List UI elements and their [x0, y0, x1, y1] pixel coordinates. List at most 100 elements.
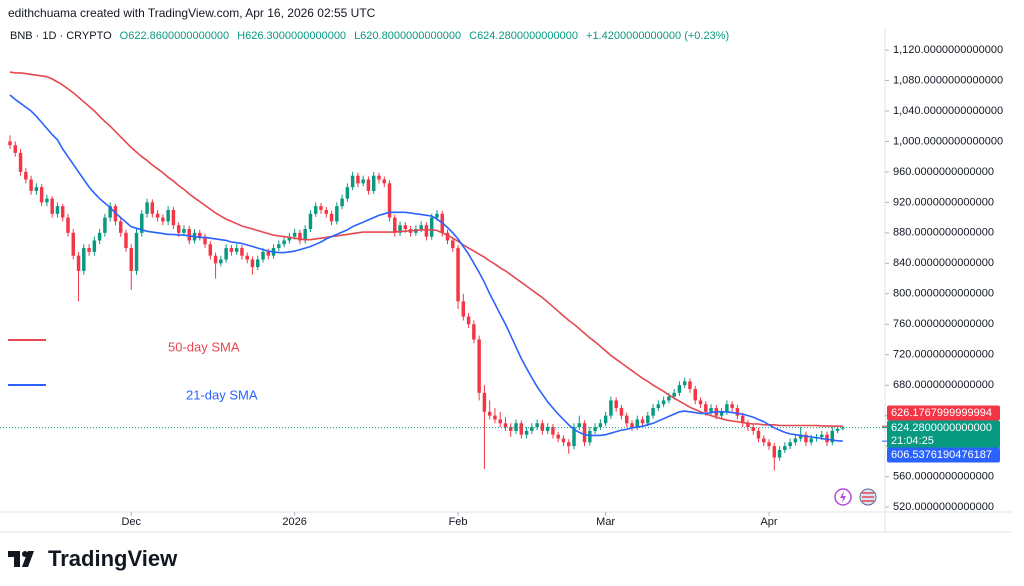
- candle-body: [651, 408, 655, 416]
- candle-body: [371, 175, 376, 191]
- candle-body: [793, 438, 798, 443]
- price-tag: [887, 447, 1000, 463]
- candle-body: [635, 419, 640, 428]
- candle-body: [545, 427, 550, 431]
- candle-body: [740, 415, 745, 424]
- price-tag-label: 606.5376190476187: [891, 449, 992, 461]
- candle-body: [303, 229, 307, 241]
- x-tick-label: Feb: [449, 516, 468, 528]
- candle-body: [535, 423, 539, 428]
- candle-body: [403, 225, 408, 230]
- candle-body: [219, 259, 223, 264]
- candle-body: [176, 225, 181, 233]
- candle-body: [841, 427, 845, 429]
- candle-body: [103, 217, 107, 233]
- open-label: O622.8600000000000: [119, 30, 230, 42]
- candle-body: [577, 423, 582, 428]
- candle-body: [704, 404, 708, 412]
- candle-body: [171, 209, 176, 226]
- candle-body: [198, 232, 202, 237]
- candle-body: [466, 316, 471, 325]
- candle-body: [682, 381, 687, 386]
- candle-body: [261, 251, 265, 260]
- candle-body: [783, 446, 787, 450]
- price-tag: [887, 420, 1000, 449]
- candle-body: [767, 442, 771, 447]
- y-tick-label: 560.0000000000000: [893, 470, 994, 482]
- y-tick-label: 1,040.0000000000000: [893, 105, 1003, 117]
- close-label: C624.2800000000000: [469, 30, 579, 42]
- candle-body: [66, 217, 70, 233]
- candle-body: [229, 248, 234, 252]
- candle-body: [76, 255, 81, 271]
- candle-body: [55, 206, 60, 214]
- candle-body: [166, 209, 170, 222]
- candle-body: [13, 145, 18, 153]
- y-tick-label: 520.0000000000000: [893, 501, 994, 513]
- candle-body: [250, 259, 255, 268]
- candle-body: [588, 430, 592, 443]
- candle-body: [287, 236, 292, 241]
- candle-body: [677, 385, 682, 393]
- candle-body: [709, 408, 713, 412]
- candle-body: [777, 449, 782, 458]
- candle-body: [503, 423, 508, 428]
- legend-label: 21-day SMA: [186, 387, 258, 402]
- candle-body: [624, 415, 629, 424]
- candle-body: [266, 251, 271, 256]
- candle-body: [798, 434, 803, 439]
- candle-body: [762, 438, 766, 443]
- candle-body: [308, 213, 313, 230]
- x-tick-label: Mar: [596, 516, 615, 528]
- candle-body: [277, 244, 281, 249]
- candle-body: [445, 232, 450, 241]
- candle-body: [377, 175, 381, 180]
- y-tick-label: 720.0000000000000: [893, 349, 994, 361]
- candle-body: [830, 430, 835, 443]
- candle-body: [424, 225, 429, 237]
- candle-body: [640, 419, 645, 424]
- candle-body: [746, 423, 750, 428]
- candle-body: [82, 248, 86, 271]
- candle-body: [472, 324, 476, 340]
- candle-body: [609, 400, 613, 416]
- candle-body: [39, 187, 44, 203]
- candle-body: [556, 434, 560, 439]
- candle-body: [672, 392, 676, 397]
- candle-body: [498, 419, 502, 424]
- candle-body: [667, 396, 671, 401]
- candle-body: [572, 427, 576, 447]
- candle-body: [551, 427, 555, 435]
- candle-body: [313, 206, 318, 214]
- candle-body: [630, 423, 634, 428]
- attribution: edithchuama created with TradingView.com…: [8, 6, 376, 20]
- candle-body: [29, 179, 33, 191]
- candle-body: [145, 202, 149, 214]
- candle-body: [456, 248, 460, 302]
- candle-body: [324, 209, 329, 214]
- candle-body: [519, 423, 524, 435]
- candle-body: [482, 392, 487, 412]
- candle-body: [514, 423, 518, 431]
- candle-body: [234, 248, 239, 252]
- candle-body: [97, 232, 102, 241]
- candle-body: [45, 198, 49, 203]
- candle-body: [150, 202, 155, 214]
- candle-body: [50, 198, 54, 214]
- candle-body: [751, 427, 755, 431]
- candle-body: [540, 423, 545, 431]
- candle-body: [598, 423, 603, 428]
- y-tick-label: 760.0000000000000: [893, 318, 994, 330]
- candle-body: [730, 404, 734, 409]
- candle-body: [71, 232, 76, 256]
- countdown: 21:04:25: [891, 435, 934, 447]
- candle-body: [693, 388, 697, 401]
- y-tick-label: 1,080.0000000000000: [893, 74, 1003, 86]
- candle-body: [8, 141, 12, 146]
- candle-body: [530, 427, 534, 431]
- candle-body: [240, 248, 244, 256]
- x-tick-label: Dec: [121, 516, 141, 528]
- candle-body: [187, 229, 191, 241]
